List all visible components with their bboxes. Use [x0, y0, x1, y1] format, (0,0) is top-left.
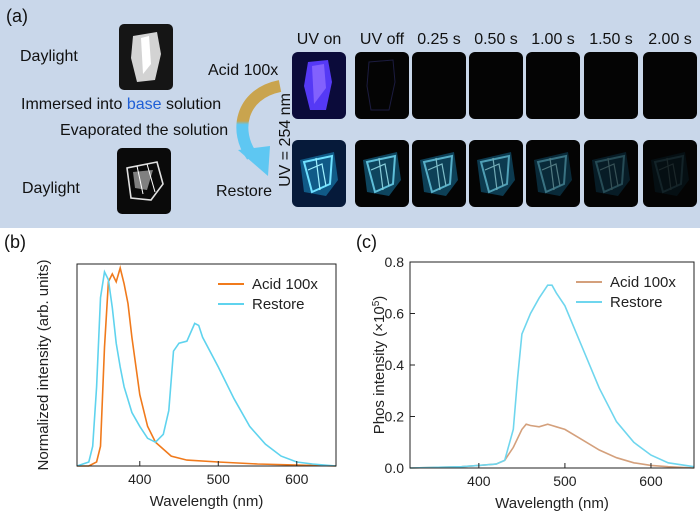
film-icon [131, 32, 161, 82]
y-axis-label-exponent: 5 [371, 300, 382, 306]
acid-uv-photo [584, 52, 638, 119]
y-axis-label-close: ) [371, 296, 388, 301]
x-tick-label: 400 [128, 471, 152, 487]
series-line [77, 264, 337, 467]
plot-frame [409, 261, 695, 469]
x-tick-label: 400 [467, 473, 491, 489]
chart-b: 400 500 600 Wavelength (nm) Acid 100x Restore… [35, 260, 337, 510]
column-header: 0.50 s [474, 31, 518, 48]
series-line [409, 284, 695, 469]
legend-label: Restore [610, 294, 663, 311]
series-line [409, 423, 695, 469]
panel-a-background: (a) Daylight Immersed into base solution… [0, 0, 700, 228]
immersed-prefix: Immersed into [21, 96, 127, 113]
legend-label: Restore [252, 296, 305, 313]
restore-uv-photo [584, 140, 638, 207]
column-header: UV off [359, 31, 405, 48]
y-axis-label: Phos intensity (×105) [371, 296, 389, 435]
row-label-restore: Restore [216, 183, 273, 200]
restore-uv-photo [355, 140, 409, 207]
restore-uv-photo [526, 140, 580, 207]
legend-label: Acid 100x [610, 274, 676, 291]
acid-uv-photo [526, 52, 580, 119]
x-tick-label: 500 [553, 473, 577, 489]
daylight-photo-bottom [117, 148, 171, 214]
chart-c: 400 500 600 0.0 0.2 0.4 0.6 0.8 Wavelength (nm) A… [371, 254, 695, 512]
x-axis-label: Wavelength (nm) [150, 493, 264, 510]
process-arrow-icon [236, 80, 282, 176]
acid-uv-photo [469, 52, 523, 119]
acid-uv-photo [292, 52, 346, 119]
acid-uv-photo [355, 52, 409, 119]
y-axis-label: Normalized intensity (arb. units) [35, 260, 52, 471]
y-axis-label-main: Phos intensity (×10 [371, 306, 388, 434]
series-line [76, 269, 337, 467]
column-header: 1.50 s [589, 31, 633, 48]
panel-c-label: (c) [356, 232, 377, 252]
daylight-label-bottom: Daylight [22, 180, 80, 197]
restore-uv-photo [469, 140, 523, 207]
acid-uv-photo [643, 52, 697, 119]
x-tick-label: 600 [639, 473, 663, 489]
immersed-text: Immersed into base solution [21, 96, 221, 114]
immersed-suffix: solution [161, 96, 222, 113]
y-tick-label: 0.6 [385, 306, 405, 322]
column-header: 1.00 s [531, 31, 575, 48]
row-label-acid: Acid 100x [208, 62, 279, 79]
x-axis-label: Wavelength (nm) [495, 495, 609, 512]
column-header: 2.00 s [648, 31, 692, 48]
plot-frame [76, 263, 337, 467]
panel-b-label: (b) [4, 232, 26, 252]
y-tick-label: 0.8 [385, 254, 405, 270]
column-header: UV on [296, 31, 342, 48]
x-tick-label: 600 [285, 471, 309, 487]
daylight-photo-top [119, 24, 173, 90]
legend-label: Acid 100x [252, 276, 318, 293]
acid-uv-photo [412, 52, 466, 119]
restore-uv-photo [292, 140, 346, 207]
panel-a-label: (a) [6, 6, 28, 26]
base-word: base [126, 96, 162, 113]
y-tick-label: 0.2 [385, 409, 405, 425]
y-tick-label: 0.4 [385, 357, 405, 373]
evaporated-text: Evaporated the solution [60, 122, 229, 139]
restore-uv-photo [412, 140, 466, 207]
restore-uv-photo [643, 140, 697, 207]
y-tick-label: 0.0 [385, 460, 405, 476]
x-tick-label: 500 [207, 471, 231, 487]
column-header: 0.25 s [417, 31, 461, 48]
crumpled-film-icon [126, 161, 164, 201]
daylight-label-top: Daylight [20, 48, 78, 65]
